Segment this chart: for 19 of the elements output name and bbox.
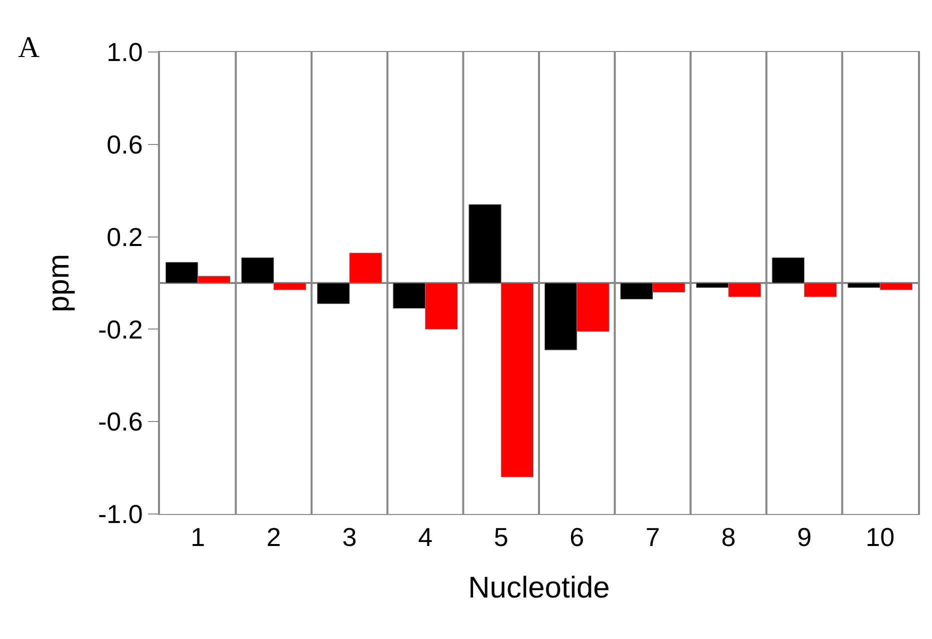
x-tick-label: 6	[570, 522, 584, 552]
y-tick-label: -0.2	[98, 314, 143, 344]
x-tick-label: 2	[266, 522, 281, 552]
x-tick-label: 4	[418, 522, 433, 552]
y-tick-label: -0.6	[98, 406, 143, 437]
x-tick-label: 7	[645, 522, 660, 552]
x-tick-label: 1	[190, 522, 206, 552]
x-tick-label: 5	[494, 522, 508, 552]
y-tick-label: 0.2	[106, 222, 143, 252]
x-tick-label: 3	[342, 522, 357, 552]
x-axis-title: Nucleotide	[468, 572, 610, 605]
y-tick-label: 0.6	[106, 130, 143, 160]
x-tick-label: 9	[797, 522, 812, 552]
x-tick-label: 8	[721, 522, 736, 552]
y-axis-title: ppm	[42, 254, 76, 312]
x-tick-label: 10	[866, 522, 895, 552]
text: A	[18, 31, 40, 64]
y-tick-label: -1.0	[98, 499, 143, 530]
y-tick-label: 1.0	[106, 37, 143, 68]
